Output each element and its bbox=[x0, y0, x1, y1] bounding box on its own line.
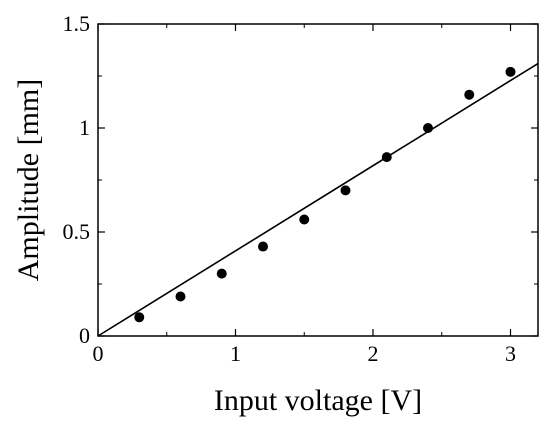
y-tick-label: 1.5 bbox=[63, 11, 91, 36]
x-axis-title: Input voltage [V] bbox=[214, 384, 422, 417]
plot-frame bbox=[97, 23, 539, 337]
y-axis-title: Amplitude [mm] bbox=[12, 79, 45, 281]
x-tick-label: 0 bbox=[93, 341, 104, 366]
data-point bbox=[216, 268, 227, 279]
data-point bbox=[258, 241, 268, 252]
y-tick-label: 1 bbox=[79, 115, 90, 140]
axis-ticks bbox=[97, 23, 538, 337]
data-point bbox=[464, 89, 475, 100]
data-point bbox=[340, 185, 351, 196]
fit-line bbox=[97, 62, 539, 337]
data-marks bbox=[97, 62, 539, 337]
data-point bbox=[134, 312, 145, 323]
data-point bbox=[505, 66, 516, 77]
tick-labels: 0 1 2 3 0 0.5 1 1.5 bbox=[63, 11, 517, 366]
y-tick-label: 0 bbox=[79, 323, 90, 348]
x-tick-label: 3 bbox=[505, 341, 516, 366]
x-tick-label: 2 bbox=[368, 341, 379, 366]
data-point bbox=[175, 291, 186, 302]
y-tick-label: 0.5 bbox=[63, 219, 91, 244]
x-tick-label: 1 bbox=[230, 341, 241, 366]
data-point bbox=[299, 214, 310, 225]
